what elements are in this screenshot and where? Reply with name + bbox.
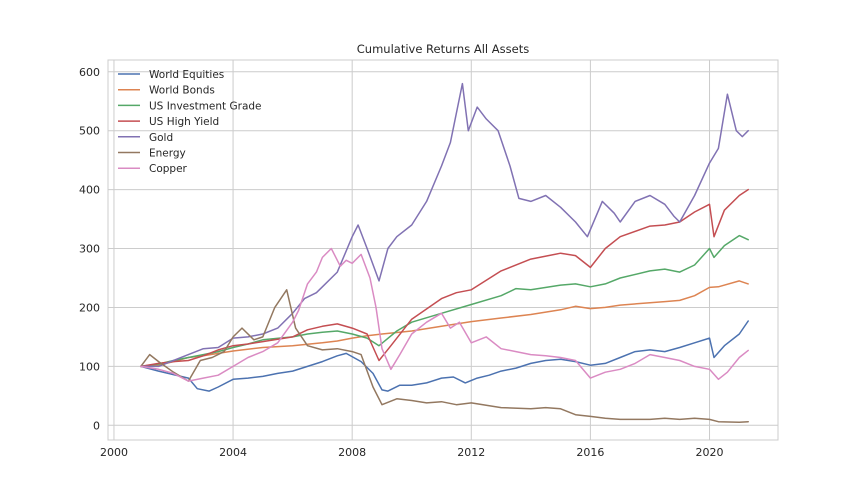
legend: World Equities World Bonds US Investment G… [118, 69, 262, 175]
x-tick-label: 2012 [457, 446, 485, 459]
series-line-world-equities [140, 320, 749, 392]
y-tick-label: 100 [79, 360, 100, 373]
x-tick-label: 2020 [696, 446, 724, 459]
y-tick-label: 600 [79, 66, 100, 79]
series-line-gold [140, 82, 749, 368]
legend-label-energy: Energy [149, 148, 186, 160]
legend-label-us-investment-grade: US Investment Grade [149, 100, 262, 112]
y-tick-label: 0 [93, 419, 100, 432]
legend-label-us-high-yield: US High Yield [149, 116, 219, 128]
grid [108, 60, 778, 440]
series-lines [140, 82, 749, 424]
y-tick-label: 200 [79, 301, 100, 314]
plot-area-background [108, 60, 778, 440]
chart-title: Cumulative Returns All Assets [357, 42, 529, 56]
legend-label-world-bonds: World Bonds [149, 85, 215, 97]
legend-label-copper: Copper [149, 163, 188, 175]
y-tick-label: 400 [79, 184, 100, 197]
series-line-copper [140, 247, 749, 382]
x-tick-label: 2016 [576, 446, 604, 459]
legend-label-world-equities: World Equities [149, 69, 224, 81]
x-tick-label: 2000 [100, 446, 128, 459]
x-tick-label: 2004 [219, 446, 247, 459]
series-line-energy [140, 289, 749, 424]
y-tick-label: 500 [79, 125, 100, 138]
y-tick-label: 300 [79, 243, 100, 256]
x-tick-label: 2008 [338, 446, 366, 459]
legend-label-gold: Gold [149, 132, 173, 144]
plot-frame [107, 59, 779, 441]
tick-labels: 2000 2004 2008 2012 2016 2020 0 100 200 300 400 500… [79, 66, 724, 459]
